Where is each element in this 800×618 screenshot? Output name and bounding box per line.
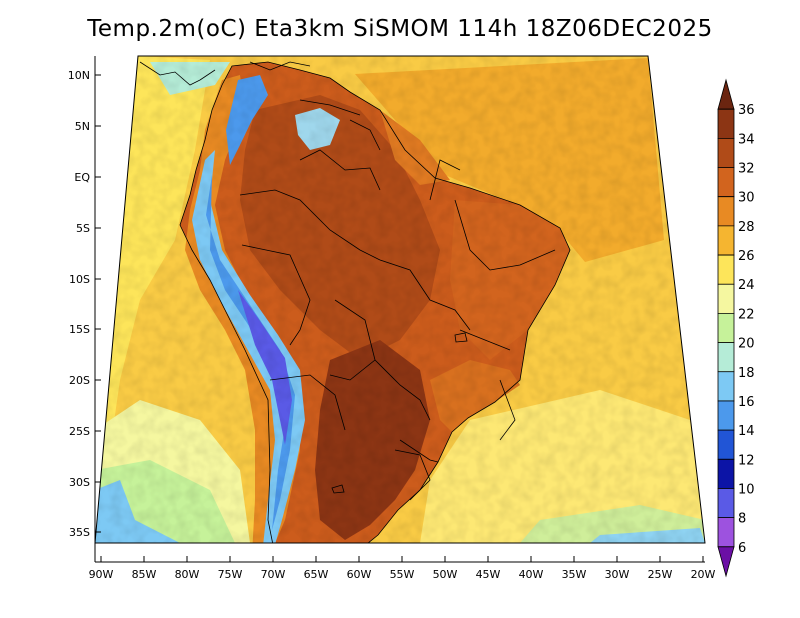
colorbar-swatch (717, 254, 735, 285)
lon-label: 65W (304, 568, 329, 581)
colorbar: 36 34 32 30 28 26 24 22 20 18 16 14 12 10 8 6 (717, 78, 755, 578)
lon-label: 80W (175, 568, 200, 581)
lon-label: 70W (261, 568, 286, 581)
lat-label: 5S (76, 222, 90, 235)
colorbar-label: 16 (738, 395, 755, 410)
lon-label: 20W (691, 568, 716, 581)
colorbar-label: 20 (738, 337, 755, 352)
lon-label: 30W (605, 568, 630, 581)
colorbar-swatch (717, 167, 735, 198)
colorbar-swatch (717, 517, 735, 548)
lon-labels: 90W 85W 80W 75W 70W 65W 60W 55W 50W 45W … (89, 568, 716, 581)
lat-label: 25S (69, 425, 90, 438)
lon-ticks (100, 556, 704, 562)
colorbar-label: 28 (738, 220, 755, 235)
colorbar-label: 26 (738, 249, 755, 264)
lon-label: 40W (519, 568, 544, 581)
colorbar-swatch (717, 78, 735, 110)
colorbar-label: 12 (738, 453, 755, 468)
colorbar-label: 10 (738, 482, 755, 497)
lat-ticks (95, 74, 101, 533)
lat-label: 30S (69, 476, 90, 489)
lat-label: 15S (69, 323, 90, 336)
grain-texture (95, 56, 705, 543)
colorbar-swatch (717, 400, 735, 431)
lat-label: EQ (74, 171, 90, 184)
map-frame (95, 56, 705, 543)
lon-label: 50W (433, 568, 458, 581)
colorbar-label: 32 (738, 162, 755, 177)
colorbar-swatch (717, 546, 735, 578)
colorbar-label: 6 (738, 541, 746, 556)
lon-label: 75W (218, 568, 243, 581)
colorbar-label: 14 (738, 424, 755, 439)
colorbar-swatch (717, 488, 735, 519)
colorbar-swatch (717, 137, 735, 168)
colorbar-label: 24 (738, 278, 755, 293)
lon-label: 25W (648, 568, 673, 581)
lat-label: 35S (69, 526, 90, 539)
lon-label: 90W (89, 568, 114, 581)
colorbar-swatch (717, 371, 735, 402)
colorbar-label: 34 (738, 132, 755, 147)
colorbar-swatch (717, 313, 735, 343)
lon-label: 45W (476, 568, 501, 581)
colorbar-swatch (717, 342, 735, 373)
lat-label: 5N (75, 120, 90, 133)
colorbar-label: 18 (738, 366, 755, 381)
lat-labels: 10N 5N EQ 5S 10S 15S 20S 25S 30S 35S (68, 69, 91, 539)
lon-label: 85W (132, 568, 157, 581)
lon-label: 35W (562, 568, 587, 581)
colorbar-swatch (717, 196, 735, 227)
lat-label: 10N (68, 69, 90, 82)
colorbar-label: 36 (738, 103, 755, 118)
coastline-islands (99, 61, 468, 494)
colorbar-swatch (717, 458, 735, 489)
colorbar-swatch (717, 283, 735, 314)
lon-label: 55W (390, 568, 415, 581)
colorbar-swatch (717, 225, 735, 256)
lat-label: 10S (69, 273, 90, 286)
colorbar-label: 22 (738, 307, 755, 322)
colorbar-label: 30 (738, 191, 755, 206)
country-borders (179, 61, 571, 543)
lat-label: 20S (69, 374, 90, 387)
map-title: Temp.2m(oC) Eta3km SiSMOM 114h 18Z06DEC2… (87, 16, 713, 42)
colorbar-label: 8 (738, 512, 746, 527)
colorbar-swatch (717, 429, 735, 460)
plot-frame-outline (94, 55, 706, 544)
colorbar-swatch (717, 108, 735, 139)
lon-label: 60W (347, 568, 372, 581)
